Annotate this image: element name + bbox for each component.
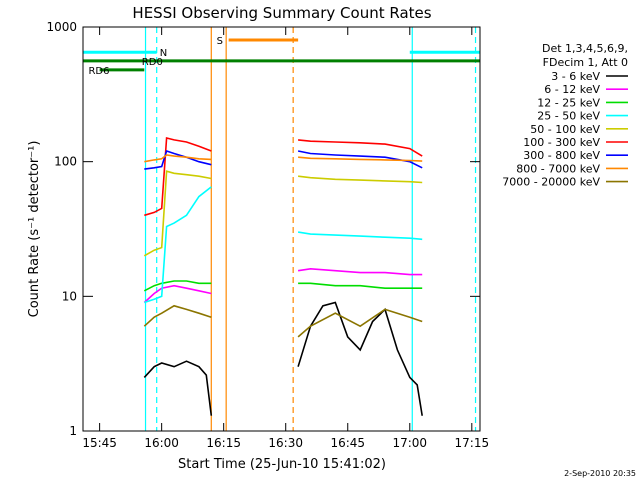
x-tick-label-16-30: 16:30 — [268, 436, 303, 450]
legend-label-6-12-kev: 6 - 12 keV — [544, 83, 600, 96]
plot-frame — [82, 26, 481, 432]
x-tick-label-17-15: 17:15 — [455, 436, 490, 450]
series-800-7000-kev-segment-1 — [144, 154, 212, 163]
x-tick-label-17-00: 17:00 — [392, 436, 427, 450]
legend-label-7000-20000-kev: 7000 - 20000 keV — [502, 176, 600, 189]
legend-header-line-1: Det 1,3,4,5,6,9, — [542, 42, 628, 55]
y-tick-label-100: 100 — [54, 155, 77, 169]
series-6-12-kev-segment-2 — [297, 267, 423, 276]
x-tick-label-16-45: 16:45 — [330, 436, 365, 450]
x-axis-label: Start Time (25-Jun-10 15:41:02) — [178, 457, 386, 472]
series-7000-20000-kev-segment-1 — [143, 304, 212, 327]
legend-header-line-2: FDecim 1, Att 0 — [543, 56, 628, 69]
legend-label-100-300-kev: 100 - 300 keV — [523, 136, 600, 149]
series-50-100-kev-segment-2 — [298, 175, 423, 184]
chart-title: HESSI Observing Summary Count Rates — [132, 4, 431, 22]
series-3-6-kev-segment-2 — [297, 301, 423, 416]
series-25-50-kev-segment-2 — [297, 231, 423, 241]
x-tick-label-16-00: 16:00 — [144, 436, 179, 450]
legend-label-50-100-kev: 50 - 100 keV — [530, 123, 600, 136]
series-12-25-kev-segment-1 — [143, 280, 212, 292]
series-300-800-kev-segment-2 — [297, 150, 423, 169]
series-12-25-kev-segment-2 — [298, 282, 423, 290]
series-300-800-kev-segment-1 — [144, 149, 212, 170]
series-100-300-kev-segment-1 — [144, 136, 212, 217]
series-25-50-kev-segment-1 — [144, 186, 212, 304]
y-axis-label: Count Rate (s⁻¹ detector⁻¹) — [27, 141, 42, 318]
series-100-300-kev-segment-2 — [298, 139, 423, 157]
legend-label-300-800-kev: 300 - 800 keV — [523, 149, 600, 162]
date-stamp: 2-Sep-2010 20:35 — [564, 469, 636, 478]
flag-label-rd6: RD6 — [88, 66, 109, 77]
y-tick-label-1: 1 — [69, 424, 77, 438]
series-50-100-kev-segment-1 — [143, 170, 212, 257]
series-6-12-kev-segment-1 — [143, 284, 212, 304]
x-tick-label-15-45: 15:45 — [82, 436, 117, 450]
x-tick-label-16-15: 16:15 — [206, 436, 241, 450]
legend-label-3-6-kev: 3 - 6 keV — [551, 70, 600, 83]
series-3-6-kev-segment-1 — [143, 360, 213, 416]
flag-label-s: S — [217, 36, 223, 47]
flag-label-n: N — [160, 48, 167, 59]
y-tick-label-10: 10 — [62, 289, 77, 303]
y-tick-label-1000: 1000 — [46, 20, 77, 34]
legend-label-25-50-kev: 25 - 50 keV — [537, 110, 600, 123]
series-7000-20000-kev-segment-2 — [297, 308, 423, 338]
series-800-7000-kev-segment-2 — [298, 156, 423, 162]
flag-label-rd0: RD0 — [142, 57, 163, 68]
legend-label-800-7000-kev: 800 - 7000 keV — [516, 162, 600, 175]
legend-label-12-25-kev: 12 - 25 keV — [537, 96, 600, 109]
